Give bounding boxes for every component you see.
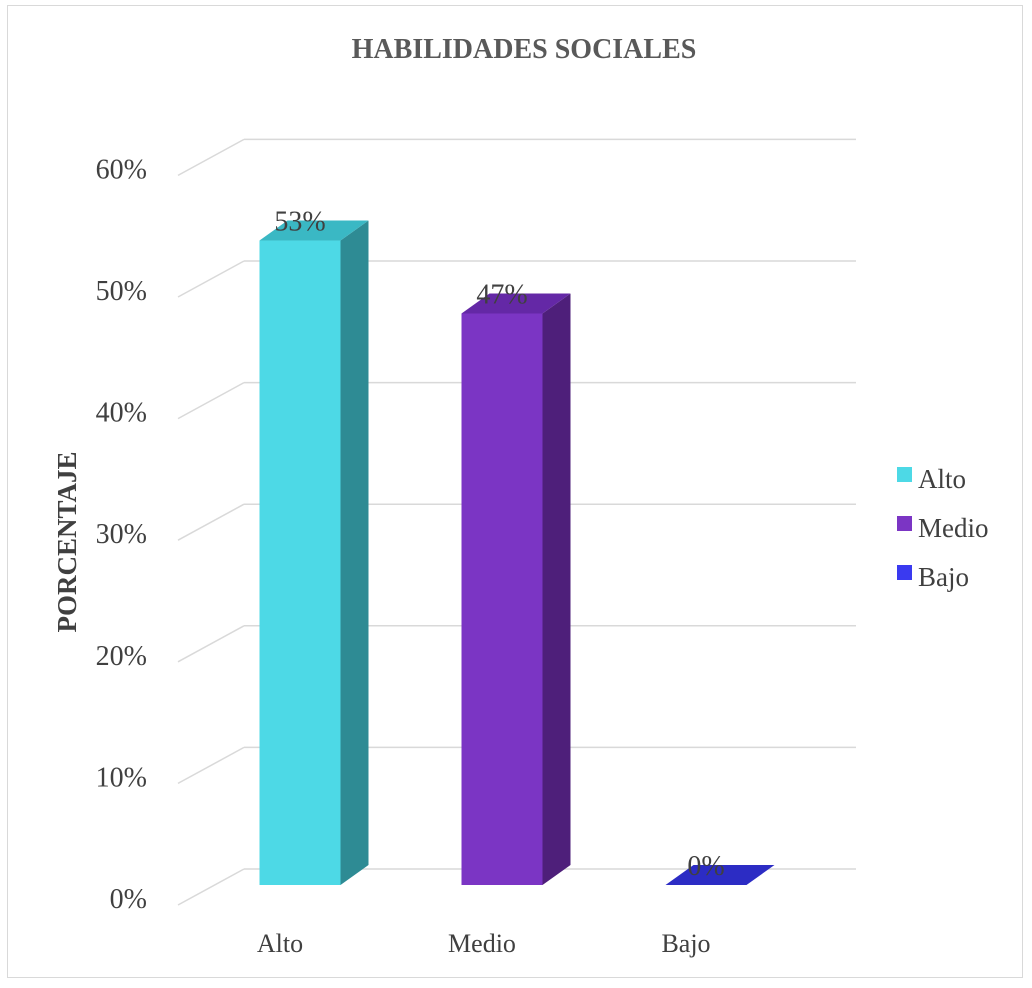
y-tick-label: 50% <box>96 276 147 307</box>
chart-title: HABILIDADES SOCIALES <box>352 34 697 65</box>
legend: Alto Medio Bajo <box>897 464 989 592</box>
bar-medio <box>461 293 571 886</box>
y-tick-label: 40% <box>96 398 147 429</box>
x-axis-categories: Alto Medio Bajo <box>257 929 711 958</box>
legend-swatch <box>897 467 912 482</box>
y-tick-label: 0% <box>110 884 147 915</box>
y-tick-label: 60% <box>96 154 147 185</box>
x-category-label: Alto <box>257 929 303 958</box>
legend-label: Bajo <box>918 562 969 592</box>
data-label: 53% <box>274 207 325 238</box>
legend-item-alto: Alto <box>897 464 966 494</box>
x-category-label: Bajo <box>661 929 710 958</box>
legend-label: Alto <box>918 464 966 494</box>
data-labels: 53% 47% 0% <box>274 207 724 882</box>
y-tick-label: 10% <box>96 762 147 793</box>
bars <box>259 220 775 886</box>
legend-item-medio: Medio <box>897 513 989 543</box>
legend-swatch <box>897 516 912 531</box>
data-label: 47% <box>476 279 527 310</box>
y-tick-label: 30% <box>96 519 147 550</box>
gridline <box>177 138 856 177</box>
y-axis-label: PORCENTAJE <box>52 451 82 632</box>
data-label: 0% <box>687 851 724 882</box>
bar-alto <box>259 220 369 885</box>
legend-item-bajo: Bajo <box>897 562 969 592</box>
x-category-label: Medio <box>448 929 516 958</box>
y-tick-label: 20% <box>96 641 147 672</box>
legend-swatch <box>897 565 912 580</box>
y-axis-ticks: 0% 10% 20% 30% 40% 50% 60% <box>96 154 147 915</box>
bar-bajo <box>665 865 775 885</box>
legend-label: Medio <box>918 513 989 543</box>
